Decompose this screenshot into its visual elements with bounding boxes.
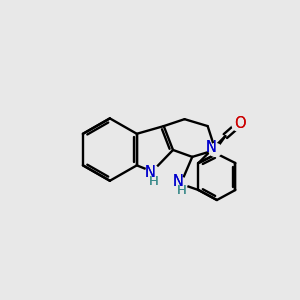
Text: H: H [148,175,158,188]
Text: N: N [206,140,217,155]
Text: N: N [145,165,155,180]
Text: N: N [206,140,217,155]
Text: N: N [173,174,184,189]
Text: N: N [145,165,155,180]
Text: O: O [234,116,245,131]
Text: O: O [234,116,245,131]
Circle shape [146,165,159,178]
Circle shape [232,118,245,131]
Text: N: N [173,174,184,189]
Text: H: H [177,184,187,197]
Circle shape [209,143,222,156]
Text: H: H [177,184,187,197]
Text: H: H [148,175,158,188]
Circle shape [174,177,187,190]
